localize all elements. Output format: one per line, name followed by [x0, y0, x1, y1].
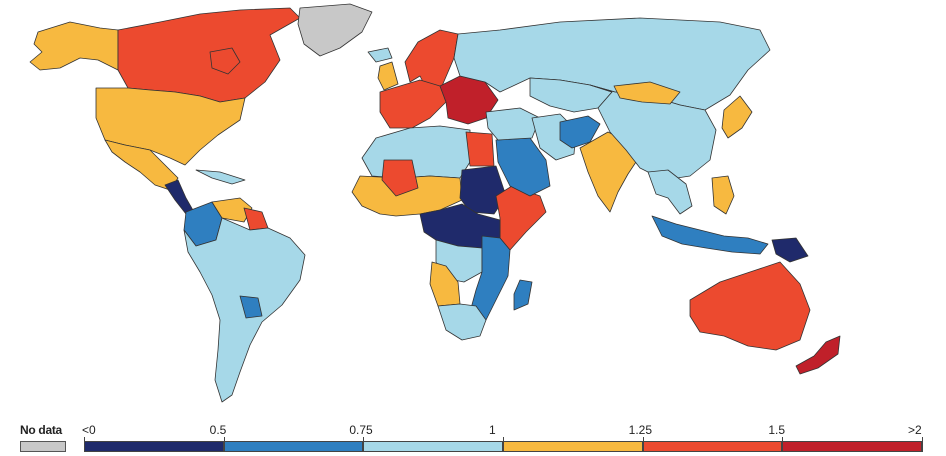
region-indonesia: [651, 215, 769, 255]
region-egypt: [465, 131, 495, 167]
legend-tick-label: 0.75: [349, 423, 373, 437]
region-sudan: [459, 165, 507, 215]
legend: No data <0 0.5 0.75 1 1.25 1.5 >2: [0, 412, 946, 456]
region-japan: [721, 95, 753, 139]
region-mongolia: [613, 81, 681, 105]
legend-tick-mark: [643, 437, 644, 452]
world-map-svg: [29, 3, 841, 403]
region-east-africa: [469, 235, 511, 321]
legend-bin: [642, 441, 783, 452]
region-saudi-arabia: [495, 137, 551, 197]
region-north-africa: [361, 125, 471, 179]
legend-tick-mark: [363, 437, 364, 452]
legend-tick-label: <0: [82, 423, 96, 437]
region-western-europe: [379, 79, 447, 129]
region-iceland: [367, 47, 393, 63]
region-alaska: [29, 21, 119, 71]
legend-tick-mark: [503, 437, 504, 452]
world-map: [29, 3, 841, 403]
region-middle-east: [485, 107, 541, 141]
region-southern-africa: [437, 303, 487, 341]
legend-bin: [503, 441, 643, 452]
region-madagascar: [513, 279, 533, 311]
legend-tick-mark: [224, 437, 225, 452]
legend-tick-label: 0.5: [209, 423, 227, 437]
region-australia: [689, 261, 811, 351]
legend-tick-label: 1.5: [768, 423, 786, 437]
no-data-swatch: [20, 441, 66, 452]
legend-tick-mark: [782, 437, 783, 452]
legend-tick-label: >2: [908, 423, 922, 437]
legend-bin: [363, 441, 503, 452]
legend-bin: [782, 441, 922, 452]
legend-tick-label: 1: [489, 423, 496, 437]
region-cuba: [195, 169, 246, 185]
region-southeast-asia: [647, 169, 693, 215]
legend-bin: [223, 441, 364, 452]
legend-tick-mark: [84, 437, 85, 452]
region-new-zealand: [795, 335, 841, 375]
region-canada: [117, 7, 301, 103]
region-mali-niger: [381, 159, 419, 197]
region-guianas: [243, 207, 269, 231]
no-data-label: No data: [20, 423, 62, 437]
region-scandinavia: [404, 29, 459, 93]
legend-tick-label: 1.25: [628, 423, 653, 437]
region-greenland: [297, 3, 373, 57]
region-papua-new-guinea: [771, 237, 809, 263]
region-philippines: [711, 175, 735, 215]
legend-tick-mark: [922, 437, 923, 452]
region-paraguay: [239, 295, 263, 319]
region-uk: [377, 61, 399, 91]
region-horn-of-africa: [495, 185, 547, 251]
legend-bin: [84, 441, 224, 452]
region-central-america: [164, 179, 195, 215]
